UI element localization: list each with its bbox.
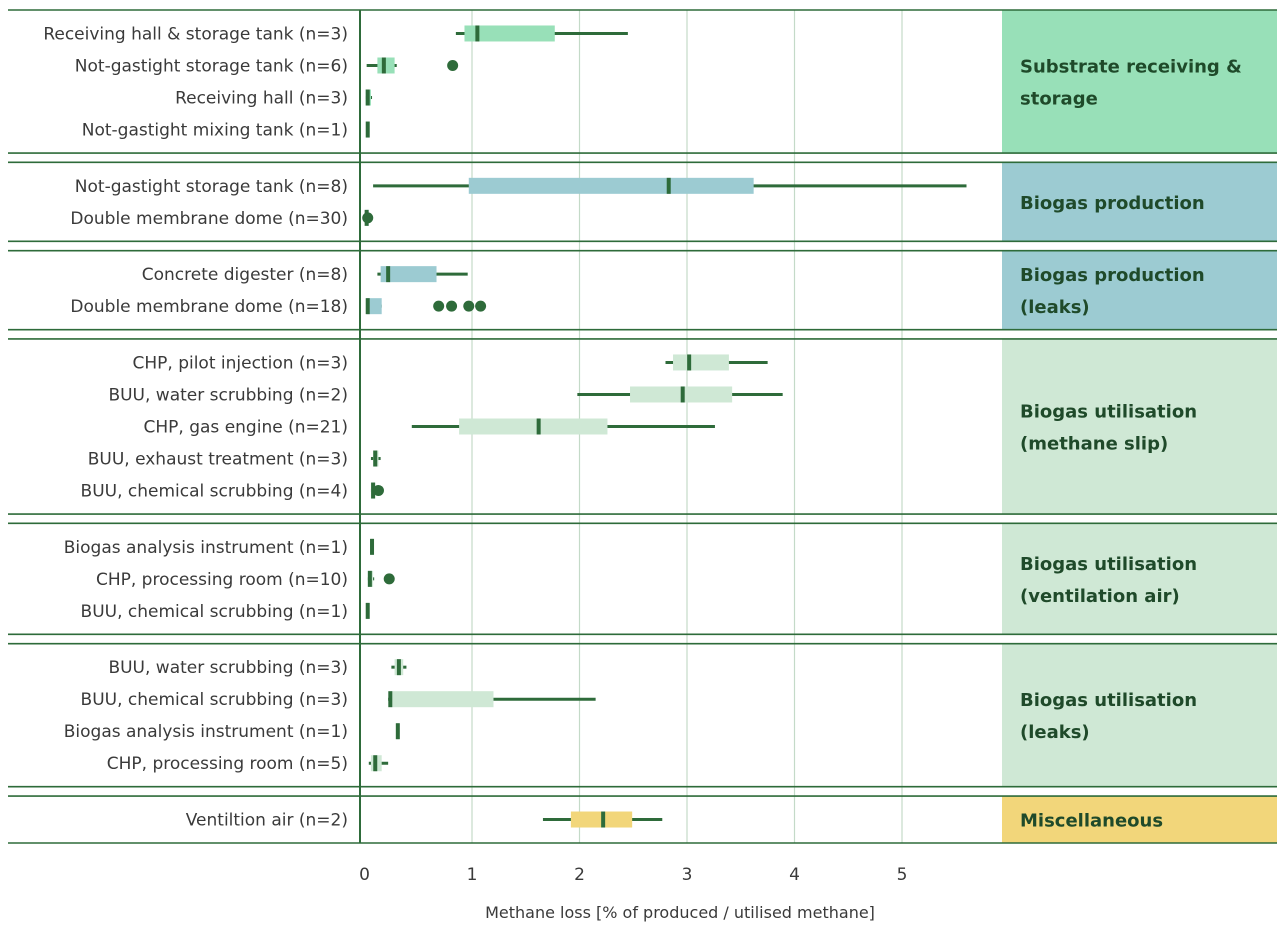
category-label: Receiving hall (n=3) [175,89,348,109]
median-line [396,659,401,676]
category-label: Double membrane dome (n=18) [70,297,348,317]
x-tick-label: 3 [682,865,693,885]
category-label: BUU, water scrubbing (n=3) [108,658,348,678]
x-tick-label: 0 [359,865,370,885]
category-label: Not-gastight storage tank (n=8) [75,177,348,197]
median-line [680,386,685,403]
category-label: BUU, exhaust treatment (n=3) [88,450,348,470]
box [468,177,754,194]
box [390,691,494,708]
box [380,266,437,283]
x-tick-label: 4 [789,865,800,885]
category-label: CHP, processing room (n=10) [96,570,348,590]
group-band-4 [1002,523,1277,635]
category-label: Biogas analysis instrument (n=1) [64,722,348,742]
category-label: Concrete digester (n=8) [142,265,348,285]
median-line [370,538,375,555]
category-label: Not-gastight storage tank (n=6) [75,56,348,76]
median-line [367,570,372,587]
median-line [373,450,378,467]
group-band-6 [1002,796,1277,843]
x-axis-ticks: 0 1 2 3 4 5 [359,865,907,885]
group-label: Substrate receiving & [1020,57,1242,78]
category-labels: Receiving hall & storage tank (n=3) Not-g… [43,24,348,830]
median-line [536,418,541,435]
median-line [395,723,400,740]
x-tick-label: 5 [897,865,908,885]
group-label: storage [1020,89,1098,110]
outlier-point [446,300,458,312]
outlier-point [475,300,487,312]
boxes [362,25,967,828]
category-label: CHP, gas engine (n=21) [144,418,348,438]
outlier-point [383,573,395,585]
median-line [386,266,391,283]
box [464,25,555,42]
median-line [381,57,386,74]
category-label: Double membrane dome (n=30) [70,209,348,229]
category-label: BUU, chemical scrubbing (n=4) [81,482,348,502]
group-band-0 [1002,10,1277,154]
group-label: (ventilation air) [1020,586,1180,607]
median-line [475,25,480,42]
median-line [687,354,692,371]
group-label: (leaks) [1020,297,1090,318]
median-line [601,811,606,828]
median-line [365,298,370,315]
box [366,298,382,315]
x-tick-label: 2 [574,865,585,885]
category-label: CHP, processing room (n=5) [107,754,348,774]
category-label: Receiving hall & storage tank (n=3) [43,24,348,44]
median-line [365,121,370,138]
outlier-point [362,212,374,224]
group-label: Biogas utilisation [1020,402,1197,423]
category-label: CHP, pilot injection (n=3) [132,353,348,373]
group-band-3 [1002,338,1277,515]
group-label: Biogas production [1020,265,1205,286]
category-label: BUU, chemical scrubbing (n=1) [81,602,348,622]
group-label: Biogas utilisation [1020,690,1197,711]
category-label: Not-gastight mixing tank (n=1) [82,121,348,141]
median-line [388,691,393,708]
x-axis-title: Methane loss [% of produced / utilised m… [485,903,875,922]
group-label: Biogas production [1020,193,1205,214]
outlier-point [447,59,459,71]
outlier-point [463,300,475,312]
category-label: BUU, chemical scrubbing (n=3) [81,690,348,710]
median-line [365,89,370,106]
outlier-point [433,300,445,312]
group-label: (leaks) [1020,722,1090,743]
box [459,418,608,435]
outlier-point [372,485,384,497]
category-label: Biogas analysis instrument (n=1) [64,538,348,558]
group-label: Biogas utilisation [1020,554,1197,575]
group-label: Miscellaneous [1020,811,1163,832]
box [377,57,395,74]
group-separators [8,9,1277,844]
median-line [373,755,378,772]
group-label: (methane slip) [1020,434,1168,455]
group-band-1 [1002,162,1277,242]
category-label: Ventiltion air (n=2) [186,811,348,831]
group-bands: Substrate receiving & storage Biogas produ… [1002,10,1277,843]
x-tick-label: 1 [467,865,478,885]
category-label: BUU, water scrubbing (n=2) [108,385,348,405]
group-band-5 [1002,643,1277,787]
box [673,354,729,371]
group-band-2 [1002,250,1277,330]
median-line [666,177,671,194]
median-line [365,602,370,619]
